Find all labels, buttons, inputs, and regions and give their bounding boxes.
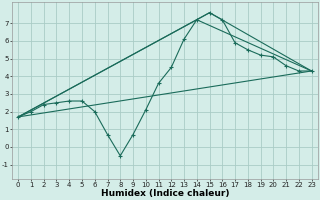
X-axis label: Humidex (Indice chaleur): Humidex (Indice chaleur) bbox=[100, 189, 229, 198]
